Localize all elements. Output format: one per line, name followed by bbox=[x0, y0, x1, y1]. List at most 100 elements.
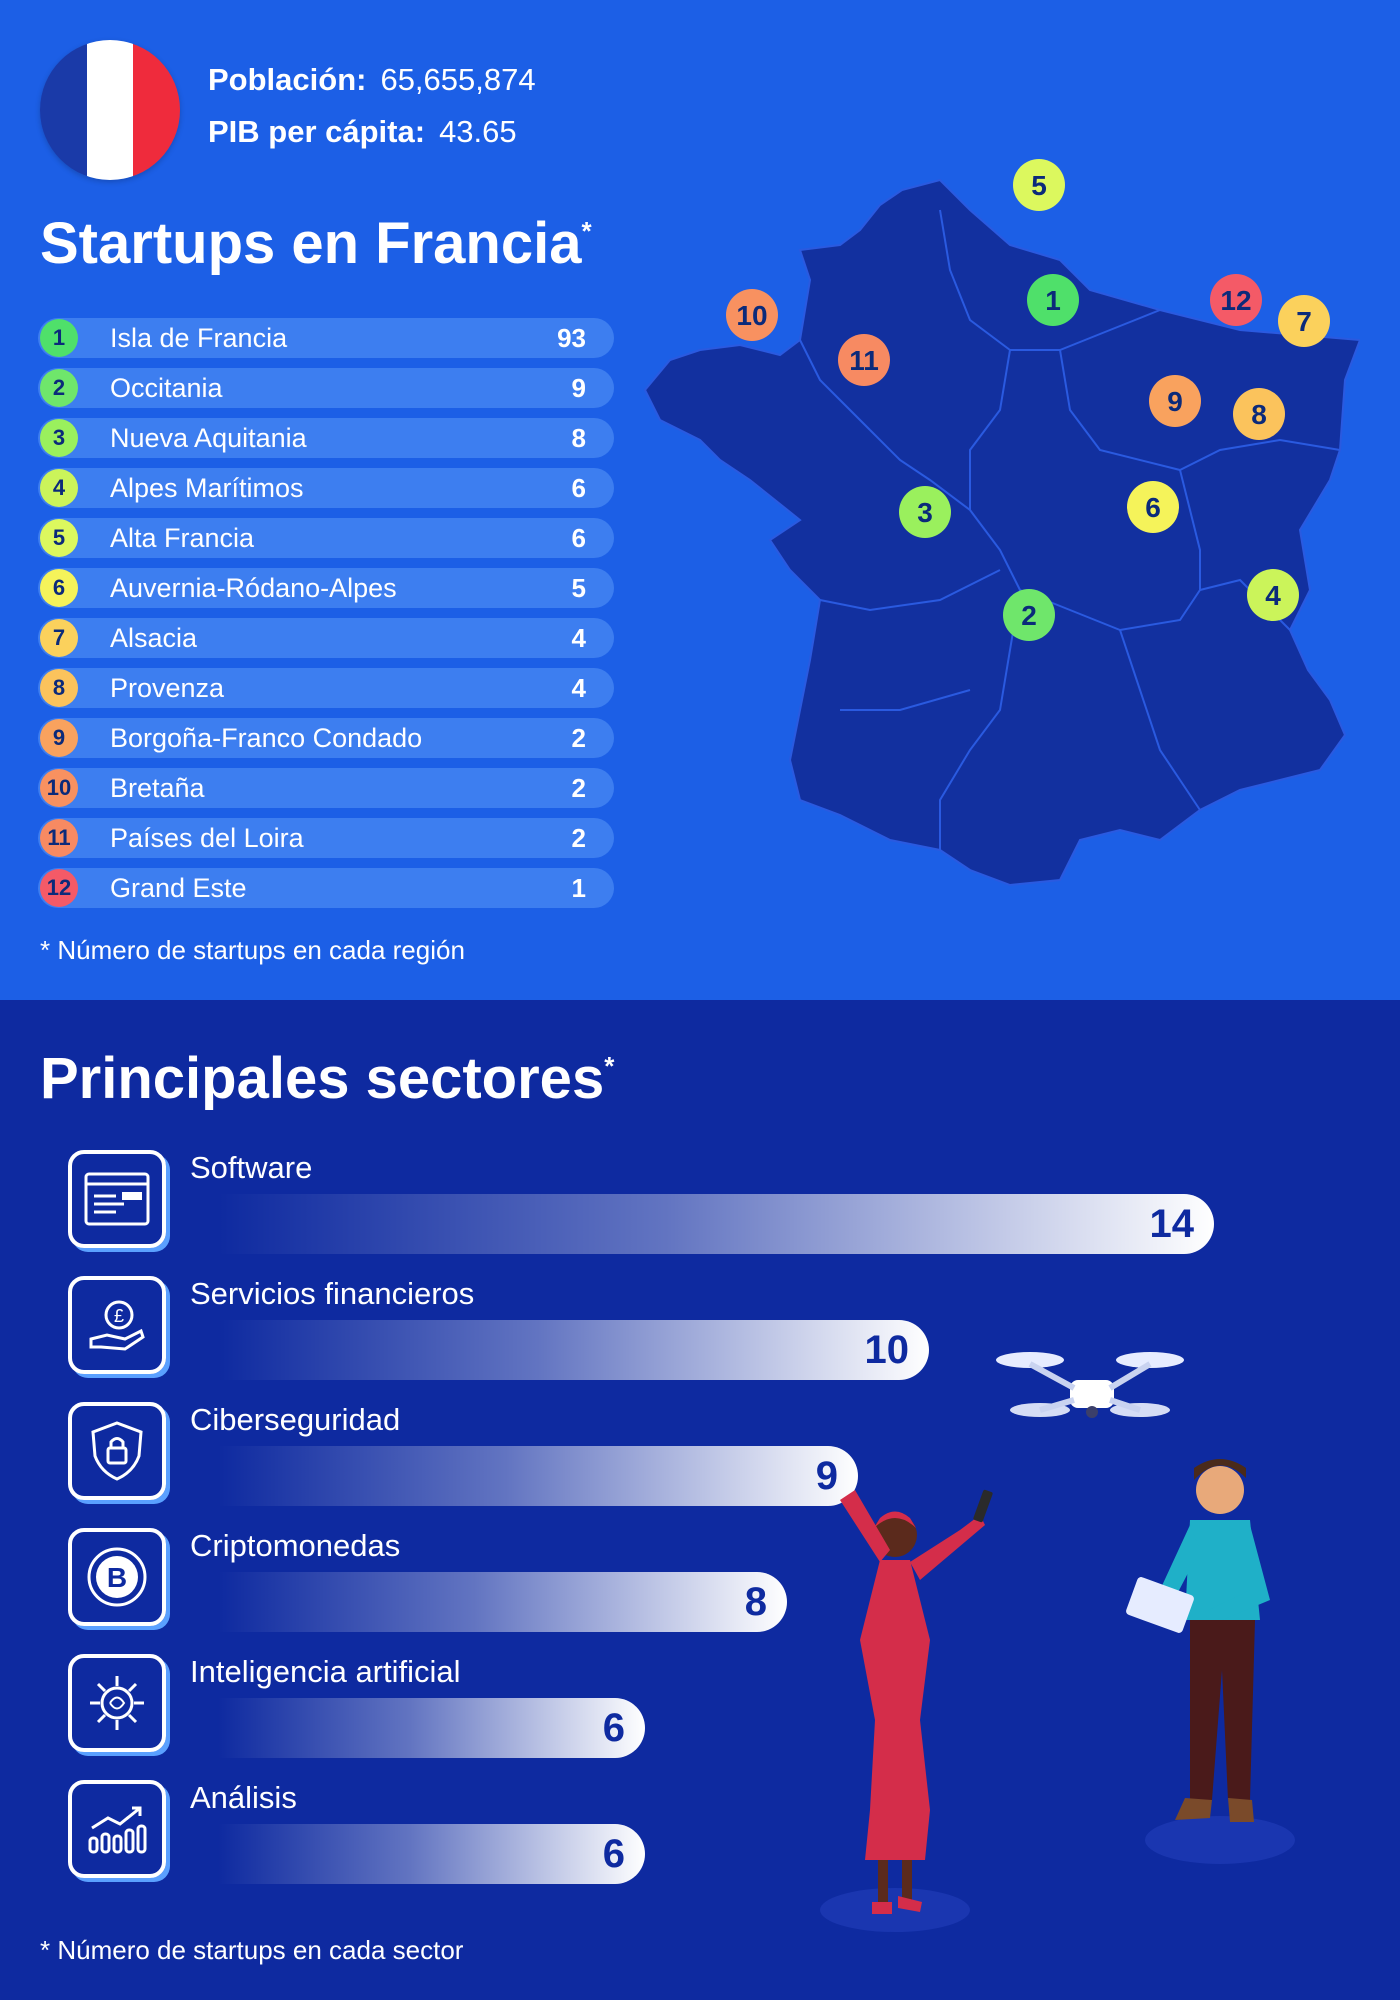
browser-window-icon bbox=[68, 1150, 166, 1248]
map-marker-circle bbox=[1247, 569, 1299, 621]
map-marker-3: 3 bbox=[899, 486, 951, 538]
region-row: 6 Auvernia-Ródano-Alpes 5 bbox=[38, 568, 614, 608]
region-rank-badge: 10 bbox=[40, 769, 78, 807]
map-marker-label: 8 bbox=[1251, 399, 1267, 430]
region-name: Países del Loira bbox=[110, 822, 304, 853]
region-rank-badge: 1 bbox=[40, 319, 78, 357]
region-rank-badge: 12 bbox=[40, 869, 78, 907]
region-row: 12 Grand Este 1 bbox=[38, 868, 614, 908]
people-illustration bbox=[820, 1352, 1295, 1932]
shield-lock-icon bbox=[68, 1402, 166, 1500]
region-name: Alta Francia bbox=[110, 522, 255, 553]
growth-chart-icon bbox=[68, 1780, 166, 1878]
map-marker-circle bbox=[1149, 375, 1201, 427]
startups-note: * Número de startups en cada región bbox=[40, 935, 465, 965]
sector-label: Servicios financieros bbox=[190, 1276, 475, 1311]
region-value: 5 bbox=[571, 572, 586, 603]
map-marker-circle bbox=[1233, 388, 1285, 440]
sector-row: B Criptomonedas 8 bbox=[68, 1528, 1168, 1632]
region-row: 7 Alsacia 4 bbox=[38, 618, 614, 658]
map-marker-label: 3 bbox=[917, 497, 933, 528]
region-name: Alpes Marítimos bbox=[110, 472, 304, 503]
map-marker-label: 4 bbox=[1265, 580, 1281, 611]
map-marker-label: 9 bbox=[1167, 386, 1183, 417]
sector-value: 8 bbox=[744, 1580, 767, 1624]
sector-value: 14 bbox=[1149, 1202, 1195, 1246]
map-marker-4: 4 bbox=[1247, 569, 1299, 621]
sector-bar: 14 bbox=[218, 1194, 1214, 1254]
map-marker-circle bbox=[1003, 589, 1055, 641]
sector-label: Criptomonedas bbox=[190, 1528, 401, 1563]
region-rank-badge: 6 bbox=[40, 569, 78, 607]
region-rank-badge: 5 bbox=[40, 519, 78, 557]
map-marker-circle bbox=[726, 289, 778, 341]
sector-label: Software bbox=[190, 1150, 313, 1185]
bitcoin-icon: B bbox=[68, 1528, 166, 1626]
drone-icon bbox=[996, 1352, 1184, 1418]
map-marker-circle bbox=[899, 486, 951, 538]
region-value: 4 bbox=[571, 622, 586, 653]
map-marker-7: 7 bbox=[1278, 295, 1330, 347]
sector-bar: 6 bbox=[218, 1824, 645, 1884]
france-map-shape bbox=[643, 178, 1360, 887]
region-name: Nueva Aquitania bbox=[110, 422, 307, 453]
region-value: 2 bbox=[571, 722, 586, 753]
region-value: 1 bbox=[571, 872, 586, 903]
map-marker-circle bbox=[1127, 481, 1179, 533]
map-marker-5: 5 bbox=[1013, 159, 1065, 211]
sector-row: Ciberseguridad 9 bbox=[68, 1402, 1168, 1506]
map-marker-10: 10 bbox=[726, 289, 778, 341]
map-marker-label: 11 bbox=[849, 345, 879, 376]
region-value: 6 bbox=[571, 472, 586, 503]
map-marker-8: 8 bbox=[1233, 388, 1285, 440]
region-name: Auvernia-Ródano-Alpes bbox=[110, 572, 397, 603]
region-name: Alsacia bbox=[110, 622, 198, 653]
region-value: 9 bbox=[571, 372, 586, 403]
gdp-label: PIB per cápita: bbox=[208, 114, 426, 149]
map-marker-label: 6 bbox=[1145, 492, 1161, 523]
population-stat: Población: 65,655,874 bbox=[208, 62, 536, 98]
map-marker-label: 10 bbox=[736, 300, 767, 331]
sector-row: Inteligencia artificial 6 bbox=[68, 1654, 1168, 1758]
sector-value: 10 bbox=[864, 1328, 910, 1372]
sector-value: 9 bbox=[815, 1454, 838, 1498]
man-figure-icon bbox=[1126, 1459, 1295, 1864]
map-marker-12: 12 bbox=[1210, 274, 1262, 326]
region-name: Bretaña bbox=[110, 772, 205, 803]
sector-label: Inteligencia artificial bbox=[190, 1654, 461, 1689]
region-name: Grand Este bbox=[110, 872, 247, 903]
region-row: 10 Bretaña 2 bbox=[38, 768, 614, 808]
map-marker-circle bbox=[1210, 274, 1262, 326]
startups-title-mark: * bbox=[581, 216, 592, 246]
region-rank-badge: 7 bbox=[40, 619, 78, 657]
region-table: 1 Isla de Francia 93 2 Occitania 9 3 Nueva Aqui… bbox=[38, 318, 614, 918]
region-name: Provenza bbox=[110, 672, 225, 703]
sector-value: 6 bbox=[602, 1832, 625, 1876]
region-value: 2 bbox=[571, 772, 586, 803]
region-row: 4 Alpes Marítimos 6 bbox=[38, 468, 614, 508]
map-marker-2: 2 bbox=[1003, 589, 1055, 641]
sector-bar: 6 bbox=[218, 1698, 645, 1758]
map-marker-label: 12 bbox=[1220, 285, 1251, 316]
map-marker-circle bbox=[1278, 295, 1330, 347]
region-name: Isla de Francia bbox=[110, 322, 288, 353]
region-value: 6 bbox=[571, 522, 586, 553]
sector-value: 6 bbox=[602, 1706, 625, 1750]
map-marker-label: 1 bbox=[1045, 285, 1061, 316]
sector-bar: 9 bbox=[218, 1446, 858, 1506]
region-rank-badge: 11 bbox=[40, 819, 78, 857]
region-row: 5 Alta Francia 6 bbox=[38, 518, 614, 558]
region-row: 8 Provenza 4 bbox=[38, 668, 614, 708]
sector-row: Análisis 6 bbox=[68, 1780, 1168, 1884]
sector-row: £ Servicios financieros 10 bbox=[68, 1276, 1168, 1380]
region-row: 11 Países del Loira 2 bbox=[38, 818, 614, 858]
region-rank-badge: 4 bbox=[40, 469, 78, 507]
svg-text:£: £ bbox=[114, 1306, 124, 1326]
region-rank-badge: 3 bbox=[40, 419, 78, 457]
map-marker-circle bbox=[1013, 159, 1065, 211]
region-row: 9 Borgoña-Franco Condado 2 bbox=[38, 718, 614, 758]
map-marker-11: 11 bbox=[838, 334, 890, 386]
map-region-borders bbox=[799, 209, 1341, 850]
population-value: 65,655,874 bbox=[380, 62, 536, 97]
